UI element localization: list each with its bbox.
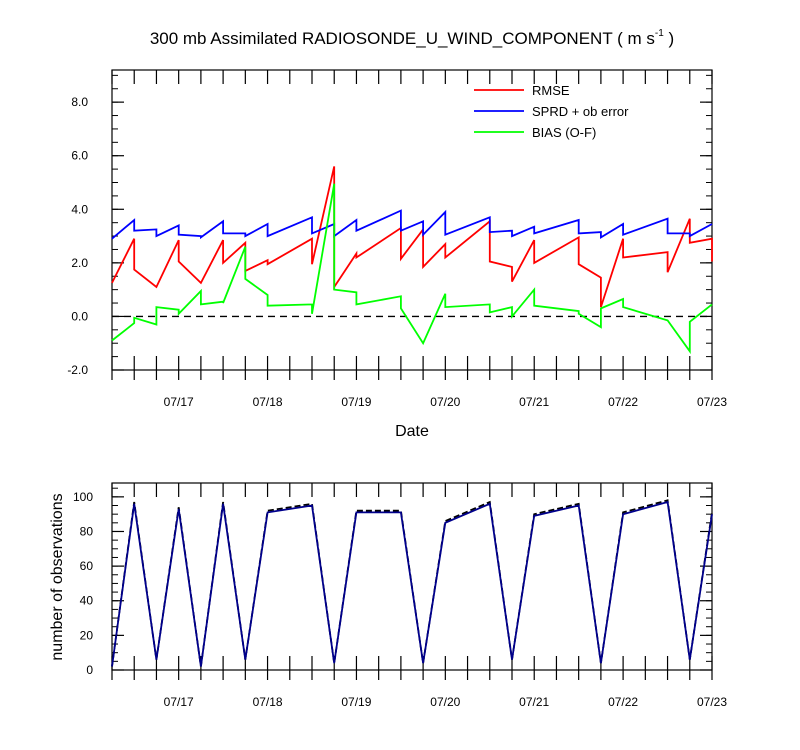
top-plot-frame xyxy=(111,69,713,371)
bottom-axis-ticks xyxy=(111,483,713,680)
x-tick-label: 07/19 xyxy=(341,395,371,409)
y-tick-label: 40 xyxy=(80,594,94,608)
y-tick-label: 8.0 xyxy=(71,95,88,109)
x-tick-label: 07/18 xyxy=(253,695,283,709)
y-tick-label: 60 xyxy=(80,559,94,573)
y-tick-label: 2.0 xyxy=(71,256,88,270)
legend: RMSE SPRD + ob error BIAS (O-F) xyxy=(474,83,629,140)
x-tick-label: 07/21 xyxy=(519,395,549,409)
legend-label-sprd-ob-error: SPRD + ob error xyxy=(532,104,629,119)
top-y-tick-labels: -2.0 0.0 2.0 4.0 6.0 8.0 xyxy=(67,95,88,377)
x-tick-label: 07/17 xyxy=(164,395,194,409)
y-tick-label: 0 xyxy=(86,663,93,677)
y-tick-label: 4.0 xyxy=(71,202,88,216)
x-tick-label: 07/21 xyxy=(519,695,549,709)
legend-label-rmse: RMSE xyxy=(532,83,570,98)
y-tick-label: 100 xyxy=(73,490,93,504)
series-sprd-ob-error xyxy=(111,209,713,240)
y-tick-label: 80 xyxy=(80,525,94,539)
rmse-spread-bias-chart: 300 mb Assimilated RADIOSONDE_U_WIND_COM… xyxy=(67,28,727,440)
x-axis-label: Date xyxy=(395,423,429,440)
bottom-plot-frame xyxy=(111,482,713,671)
x-tick-label: 07/22 xyxy=(608,695,638,709)
chart-title: 300 mb Assimilated RADIOSONDE_U_WIND_COM… xyxy=(150,28,674,48)
bottom-series-lines xyxy=(111,499,713,667)
legend-label-bias-o-f: BIAS (O-F) xyxy=(532,125,596,140)
y-tick-label: 0.0 xyxy=(71,309,88,323)
y-tick-label: 6.0 xyxy=(71,149,88,163)
y-tick-label: -2.0 xyxy=(67,363,88,377)
x-tick-label: 07/20 xyxy=(430,695,460,709)
y-axis-label: number of observations xyxy=(49,493,66,660)
y-tick-label: 20 xyxy=(80,628,94,642)
series-bias-o-f xyxy=(111,183,713,355)
bottom-x-tick-labels: 07/17 07/18 07/19 07/20 07/21 07/22 07/23 xyxy=(164,695,728,709)
bottom-y-tick-labels: 0 20 40 60 80 100 xyxy=(73,490,93,677)
series-observations-solid xyxy=(111,500,713,667)
x-tick-label: 07/23 xyxy=(697,395,727,409)
top-x-tick-labels: 07/17 07/18 07/19 07/20 07/21 07/22 07/23 xyxy=(164,395,728,409)
top-axis-ticks xyxy=(111,70,713,380)
top-series-lines xyxy=(111,166,713,355)
x-tick-label: 07/22 xyxy=(608,395,638,409)
x-tick-label: 07/19 xyxy=(341,695,371,709)
x-tick-label: 07/23 xyxy=(697,695,727,709)
x-tick-label: 07/20 xyxy=(430,395,460,409)
x-tick-label: 07/18 xyxy=(253,395,283,409)
x-tick-label: 07/17 xyxy=(164,695,194,709)
